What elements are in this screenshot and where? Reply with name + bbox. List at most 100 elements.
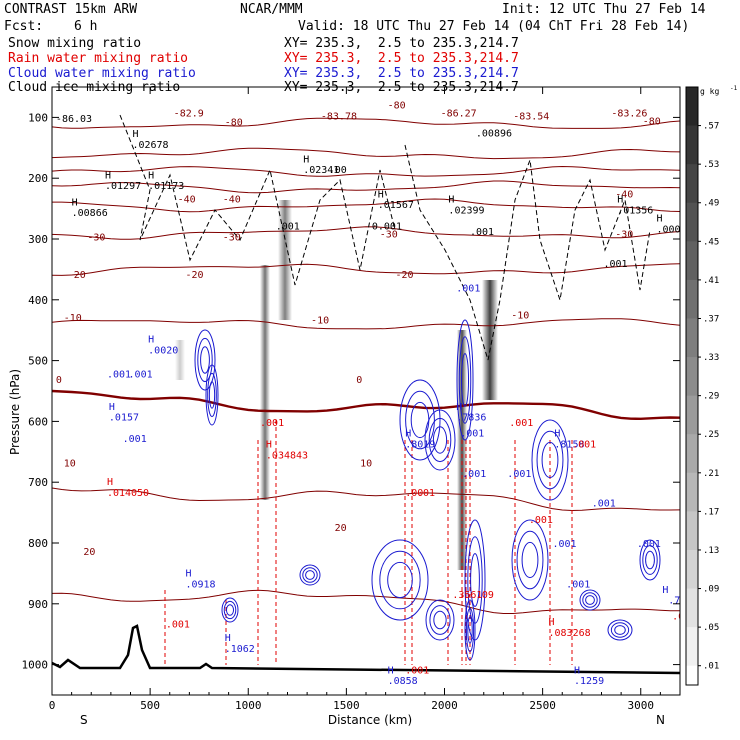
rain-value-label: .01 [417, 488, 435, 499]
x-tick-label: 2000 [431, 699, 458, 712]
model-title: CONTRAST 15km ARW [4, 2, 138, 17]
rain-value-label: .001 [509, 418, 533, 429]
colorbar-tick-label: .09 [703, 585, 719, 595]
temperature-label: -20 [395, 270, 413, 281]
rain-value-label: .001 [572, 439, 596, 450]
cloud-water-contour [645, 550, 655, 570]
snow-value-label: .01173 [148, 181, 184, 192]
field-rain-name: Rain water mixing ratio [8, 51, 189, 66]
cloud-water-contour [511, 519, 549, 601]
cloud-water-contour [197, 337, 213, 383]
temperature-label: -30 [380, 230, 398, 241]
field-cloudwater-name: Cloud water mixing ratio [8, 66, 196, 81]
snow-max-marker: H [617, 195, 623, 206]
temperature-contour--30 [52, 226, 680, 240]
temperature-label: -10 [511, 310, 529, 321]
cloud-water-contour [642, 545, 658, 575]
temperature-label: 10 [360, 458, 372, 469]
colorbar-frame [685, 86, 699, 686]
y-tick-label: 900 [28, 598, 48, 611]
temperature-label: -83.78 [321, 111, 357, 122]
cloud-water-value-label: .001 [592, 499, 616, 510]
cloud-water-contour [432, 426, 448, 454]
colorbar-tick-label: .21 [703, 469, 719, 479]
cloud-water-contour [305, 570, 315, 580]
snow-value-label: .0000 [656, 224, 686, 235]
org-title: NCAR/MMM [240, 2, 303, 17]
temperature-label: 20 [335, 523, 347, 534]
cloud-water-value-label: .001 [129, 370, 153, 381]
cloud-water-contour [424, 409, 456, 471]
cloud-water-contour [585, 595, 595, 605]
snow-max-marker: H [656, 214, 662, 225]
x-tick-label: 1500 [333, 699, 360, 712]
y-tick-label: 100 [28, 111, 48, 124]
colorbar-swatch [686, 241, 698, 281]
colorbar-swatch [686, 87, 698, 127]
contour-labels: -82.9-80-83.78-80-86.27 -83.54 -83.26-80-4… [56, 101, 686, 688]
cloud-water-max-marker: H [554, 429, 560, 440]
cloud-water-max-marker: H [225, 633, 231, 644]
y-tick-label: 200 [28, 172, 48, 185]
temperature-label: -10 [64, 313, 82, 324]
x-tick-label: 500 [140, 699, 160, 712]
colorbar-swatch [686, 472, 698, 512]
cloud-water-contour [221, 597, 239, 623]
cloud-water-value-label: .7836 [456, 413, 486, 424]
snow-value-label: .02678 [132, 140, 168, 151]
snow-max-marker: H [132, 129, 138, 140]
snow-max-marker: H [148, 170, 154, 181]
cloud-water-contour [456, 319, 474, 441]
rain-value-label: .083268 [549, 628, 591, 639]
colorbar-tick-label: .13 [703, 546, 719, 556]
cloud-water-contour [429, 605, 451, 635]
terrain-line [52, 624, 680, 675]
colorbar-swatch [686, 164, 698, 204]
cloud-water-value-label: .001 [552, 539, 576, 550]
rain-contours [164, 420, 573, 665]
field-snow-name: Snow mixing ratio [8, 36, 142, 51]
colorbar-tick-label: .37 [703, 314, 719, 324]
temperature-contour--50 [52, 180, 680, 194]
colorbar-swatch [686, 549, 698, 590]
temperature-label: -40 [178, 195, 196, 206]
cloud-water-contour [460, 353, 470, 407]
temperature-label: 0 [356, 375, 362, 386]
rain-value-label: .00 [405, 488, 423, 499]
colorbar-tick-label: .49 [703, 199, 719, 209]
temperature-contour--40 [52, 198, 680, 213]
temperature-contour--10 [52, 318, 680, 330]
cloud-water-contour [516, 530, 544, 590]
colorbar-tick-label: .29 [703, 392, 719, 402]
colorbar-tick-label: .05 [703, 623, 719, 633]
cloud-water-contour [470, 553, 480, 607]
cloud-water-contour [433, 610, 447, 630]
cloud-water-contour [405, 390, 435, 450]
cloud-water-contour [299, 564, 321, 586]
temperature-contour--60 [52, 165, 680, 177]
temperature-label: -83.26 [611, 109, 647, 120]
temperature-contour--80 [52, 117, 680, 129]
field-snow-xy: XY= 235.3, 2.5 to 235.3,214.7 [284, 36, 519, 51]
y-tick-label: 300 [28, 233, 48, 246]
cloud-water-contour [207, 372, 217, 418]
colorbar-tick-label: .53 [703, 160, 719, 170]
rain-value-label: .001 [405, 665, 429, 676]
cloud-water-value-label: .001 [107, 370, 131, 381]
snow-value-label: .02399 [448, 205, 484, 216]
cloud-water-contour [371, 539, 429, 621]
colorbar-unit-exponent: -1 [730, 85, 738, 92]
y-tick-label: 800 [28, 537, 48, 550]
temperature-label: -80 [225, 118, 243, 129]
cloud-water-contour [521, 541, 539, 579]
colorbar-tick-label: .01 [703, 662, 719, 672]
snow-value-label: .01356 [617, 205, 653, 216]
snow-shading-layer [175, 200, 498, 570]
snow-shade-column [482, 280, 498, 400]
axes: 0 500 1000 1500 2000 2500 30001002003004005006… [22, 87, 680, 712]
temperature-label: 0 [56, 375, 62, 386]
cloud-water-value-label: .0020 [148, 345, 178, 356]
cloud-water-max-marker: H [109, 402, 115, 413]
temperature-label: -30 [615, 230, 633, 241]
cloud-water-max-marker: H [662, 585, 668, 596]
